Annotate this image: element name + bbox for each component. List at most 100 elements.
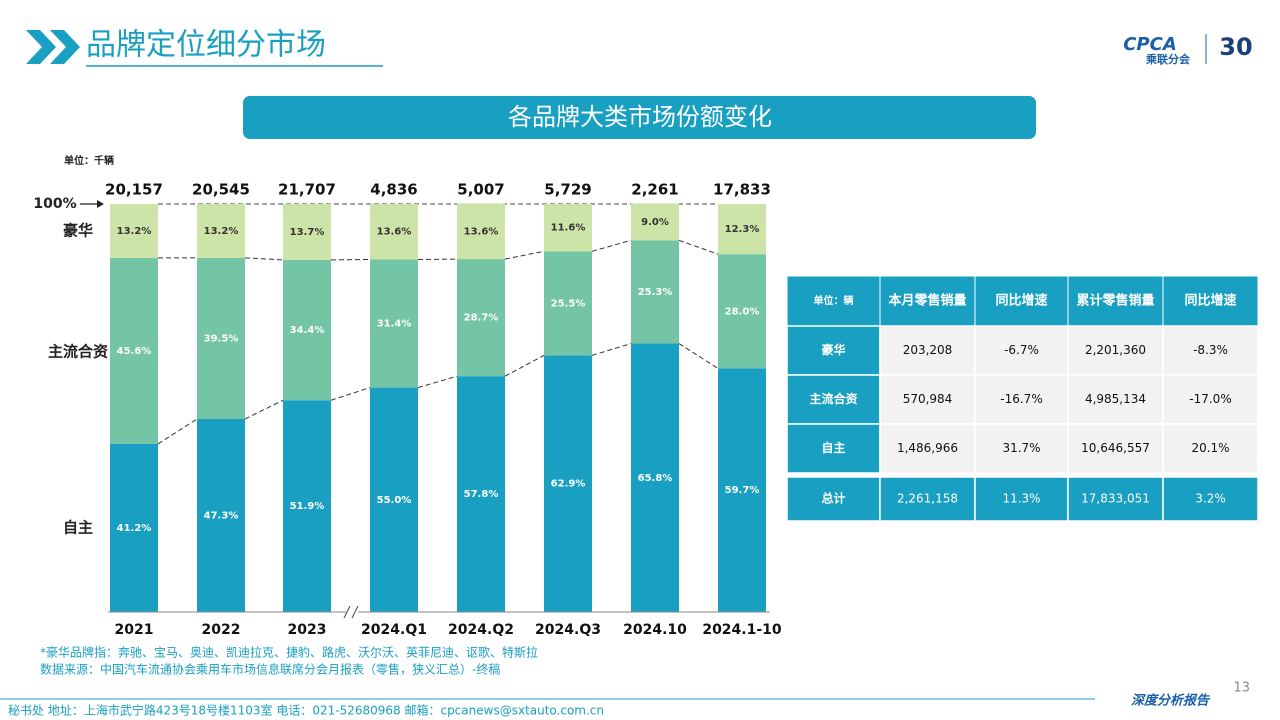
bar-segment	[197, 257, 245, 420]
connector	[504, 250, 545, 260]
note: *豪华品牌指：奔驰、宝马、奥迪、凯迪拉克、捷豹、路虎、沃尔沃、英菲尼迪、讴歌、特…	[40, 645, 538, 660]
value-label: 9.0%	[641, 217, 669, 228]
value-label: 57.8%	[464, 489, 499, 500]
connector	[591, 343, 632, 356]
bar-segment	[370, 259, 418, 388]
cell	[879, 325, 976, 376]
slide-title: 品牌定位细分市场	[86, 28, 326, 63]
cell-text: 10,646,557	[1081, 441, 1150, 455]
cell	[786, 374, 881, 425]
total-label: 2,261	[631, 181, 678, 199]
note: 数据来源：中国汽车流通协会乘用车市场信息联席分会月报表（零售，狭义汇总）-终稿	[40, 662, 500, 677]
cell-text: 4,985,134	[1085, 392, 1146, 406]
bar-segment	[631, 343, 679, 612]
cell	[1162, 423, 1259, 474]
chart: 100% 自主 41.2% 47.3% 51.9% 55.0% 57.8% 62.9% 65.8…	[33, 181, 782, 639]
bar-segment	[457, 203, 505, 260]
value-label: 12.3%	[725, 224, 760, 235]
x-tick-label: 2024.Q1	[361, 622, 427, 638]
cell-text: -8.3%	[1193, 343, 1228, 357]
cell	[786, 325, 881, 376]
connector	[330, 387, 371, 401]
anniversary: 30	[1219, 33, 1252, 61]
cell-text: 17,833,051	[1081, 492, 1150, 506]
cell-text: 2,201,360	[1085, 343, 1146, 357]
cell-text: 主流合资	[809, 391, 857, 406]
connector	[244, 399, 284, 420]
value-label: 59.7%	[725, 485, 760, 496]
total-label: 20,157	[105, 181, 163, 199]
cell-text: 11.3%	[1002, 492, 1040, 506]
cell	[1162, 476, 1259, 522]
bar-segment	[197, 204, 245, 258]
cell	[1067, 476, 1164, 522]
x-tick-label: 2024.Q2	[448, 622, 514, 638]
cell	[974, 423, 1069, 474]
connector	[504, 354, 545, 377]
total-label: 21,707	[278, 181, 336, 199]
cell	[1067, 423, 1164, 474]
bar-segment	[718, 368, 766, 612]
value-label: 39.5%	[204, 333, 239, 344]
cell-text: -6.7%	[1004, 343, 1039, 357]
connector	[678, 343, 719, 369]
bar-segment	[718, 254, 766, 369]
cell	[1162, 325, 1259, 376]
connector	[417, 375, 458, 389]
x-tick-label: 2022	[202, 622, 241, 638]
cell-text: -16.7%	[1000, 392, 1042, 406]
bar-segment	[631, 203, 679, 241]
value-label: 45.6%	[117, 346, 152, 357]
chart-title-banner	[243, 96, 1036, 139]
bar-segment	[197, 419, 245, 612]
cell-text: 203,208	[903, 343, 953, 357]
total-label: 5,729	[544, 181, 591, 199]
cell	[786, 476, 881, 522]
x-tick-label: 2024.Q3	[535, 622, 601, 638]
value-label: 34.4%	[290, 325, 325, 336]
header-cell	[1162, 275, 1259, 327]
cell-text: 1,486,966	[897, 441, 958, 455]
total-label: 4,836	[370, 181, 417, 199]
connector	[244, 257, 284, 261]
value-label: 65.8%	[638, 473, 673, 484]
bar-segment	[283, 204, 331, 260]
bar-segment	[544, 251, 592, 356]
value-label: 55.0%	[377, 495, 412, 506]
cell-text: 20.1%	[1191, 441, 1229, 455]
x-tick-label: 2023	[288, 622, 327, 638]
value-label: 47.3%	[204, 511, 239, 522]
value-label: 25.5%	[551, 298, 586, 309]
value-label: 25.3%	[638, 287, 673, 298]
header-text: 累计零售销量	[1076, 293, 1154, 309]
header-cell	[786, 275, 881, 327]
logo-sub: 乘联分会	[1145, 52, 1191, 66]
bar-segment	[283, 259, 331, 401]
cell-text: 570,984	[903, 392, 953, 406]
cell-text: 总计	[821, 491, 845, 506]
x-tick-label: 2024.10	[623, 622, 687, 638]
bar-segment	[370, 387, 418, 612]
cell	[879, 423, 976, 474]
cell	[786, 423, 881, 474]
connector	[591, 239, 632, 252]
series-label: 豪华	[63, 222, 93, 240]
total-label: 20,545	[192, 181, 250, 199]
header-cell	[879, 275, 976, 327]
header-cell	[1067, 275, 1164, 327]
value-label: 13.6%	[377, 227, 412, 238]
cell-text: 自主	[821, 440, 845, 455]
cell-text: 31.7%	[1002, 441, 1040, 455]
footer-report: 深度分析报告	[1131, 693, 1211, 709]
series-label: 主流合资	[48, 343, 108, 361]
bar-segment	[718, 204, 766, 255]
unit: 单位：千辆	[64, 154, 114, 167]
value-label: 11.6%	[551, 223, 586, 234]
cell	[1067, 325, 1164, 376]
bar-segment	[110, 257, 158, 444]
bar-segment	[110, 443, 158, 612]
x-tick-label: 2021	[115, 622, 154, 638]
chart-title: 各品牌大类市场份额变化	[508, 103, 772, 131]
